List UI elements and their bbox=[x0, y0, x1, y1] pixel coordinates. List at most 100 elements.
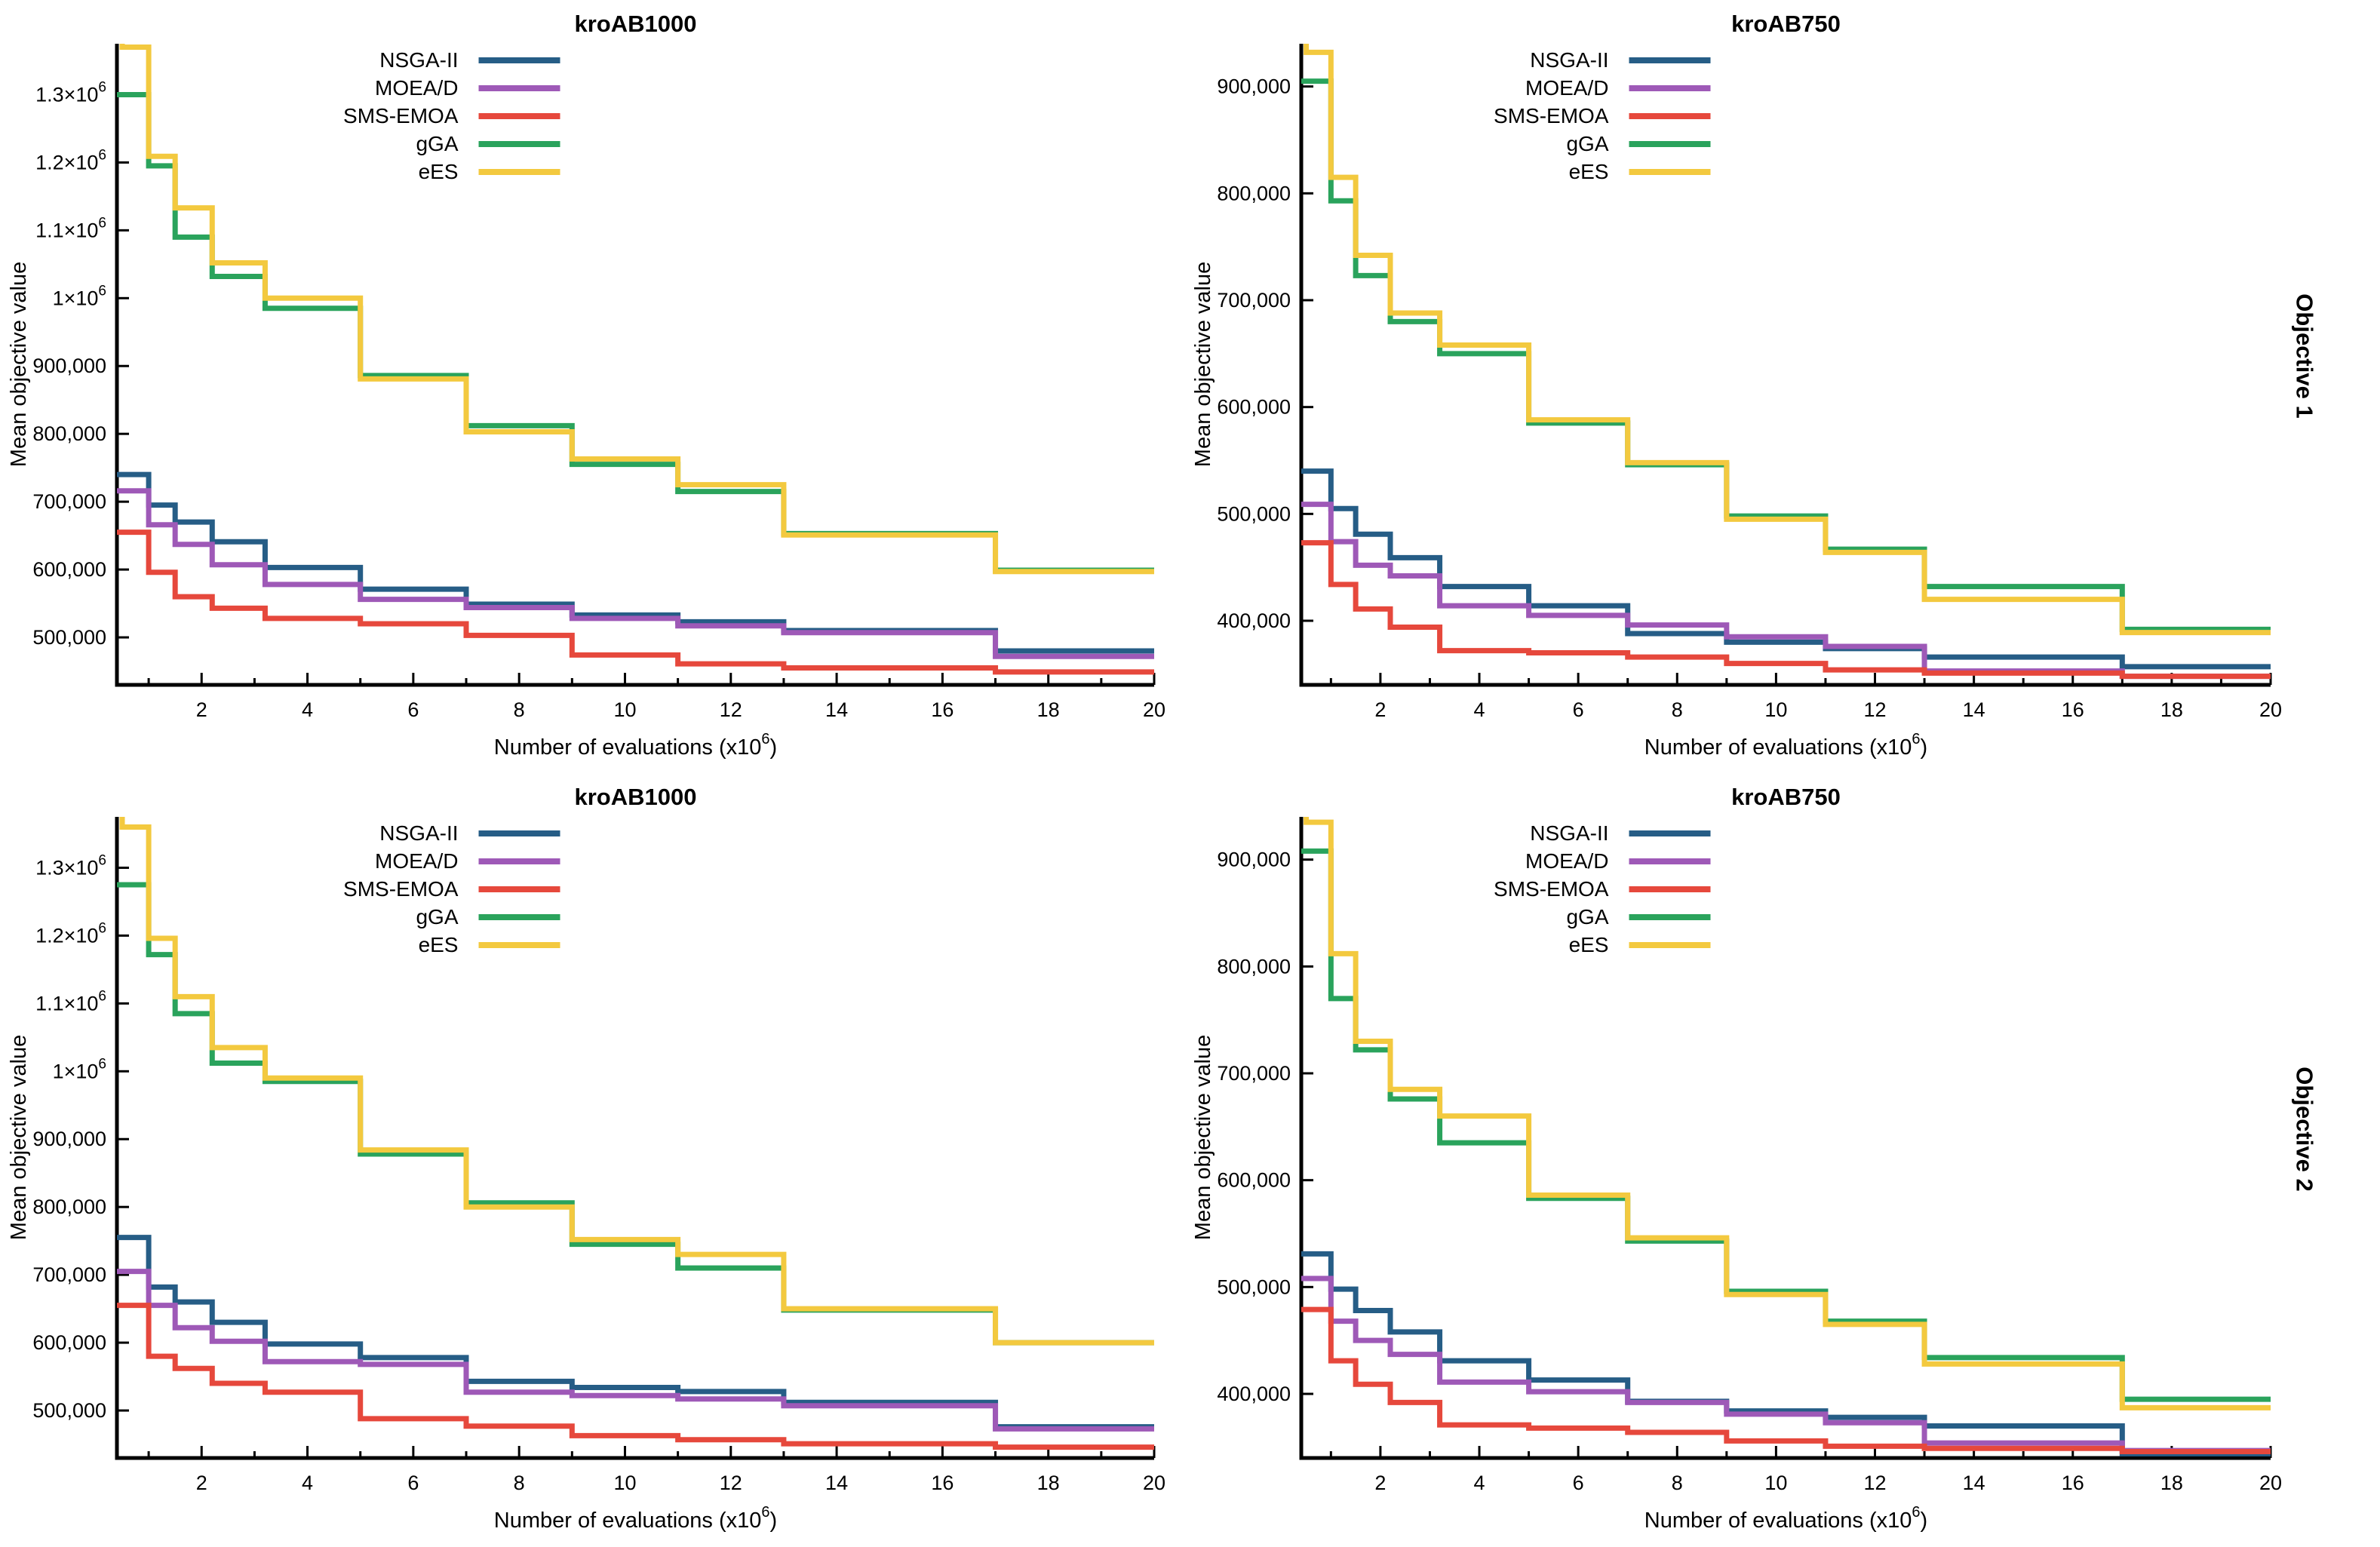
x-tick-label: 4 bbox=[302, 1472, 313, 1494]
y-tick-label: 900,000 bbox=[1217, 75, 1291, 98]
series-eES bbox=[1304, 44, 2271, 636]
y-axis-label: Mean objective value bbox=[7, 1035, 31, 1240]
x-tick-label: 2 bbox=[196, 1472, 207, 1494]
x-tick-label: 18 bbox=[2160, 698, 2183, 721]
y-tick-label: 1×106 bbox=[53, 1056, 106, 1082]
x-tick-label: 14 bbox=[1963, 1472, 1985, 1494]
series-NSGA-II bbox=[117, 471, 1154, 654]
legend-label-eES: eES bbox=[1569, 933, 1609, 956]
x-tick-label: 16 bbox=[931, 1472, 954, 1494]
x-tick-label: 6 bbox=[407, 1472, 419, 1494]
x-tick-label: 14 bbox=[825, 698, 848, 721]
legend: NSGA-II MOEA/D SMS-EMOA gGA eES bbox=[1494, 48, 1711, 183]
row-label-objective-1: Objective 1 bbox=[2291, 293, 2318, 419]
y-tick-label: 700,000 bbox=[1217, 1062, 1291, 1085]
series-gGA bbox=[117, 91, 1154, 573]
legend-label-gGA: gGA bbox=[416, 905, 458, 929]
x-tick-label: 12 bbox=[720, 1472, 742, 1494]
y-axis-label: Mean objective value bbox=[1191, 262, 1215, 467]
y-tick-label: 500,000 bbox=[1217, 1275, 1291, 1298]
chart-title: kroAB1000 bbox=[574, 11, 697, 37]
x-tick-label: 6 bbox=[1573, 698, 1584, 721]
y-tick-label: 1.1×106 bbox=[35, 988, 106, 1014]
series-SMS-EMOA bbox=[117, 529, 1154, 675]
y-tick-label: 700,000 bbox=[32, 1263, 106, 1286]
axes: 2 4 6 8 10 12 14 16 18 20 400,000 500,000 600,000 700… bbox=[1217, 817, 2282, 1494]
legend-label-SMS-EMOA: SMS-EMOA bbox=[1494, 104, 1609, 127]
x-axis-label: Number of evaluations (x106) bbox=[494, 1504, 777, 1533]
legend: NSGA-II MOEA/D SMS-EMOA gGA eES bbox=[343, 48, 560, 183]
x-tick-label: 8 bbox=[1672, 698, 1683, 721]
series-gGA bbox=[1301, 78, 2271, 632]
legend-label-SMS-EMOA: SMS-EMOA bbox=[343, 104, 459, 127]
series-eES bbox=[1304, 817, 2271, 1410]
x-tick-label: 10 bbox=[1764, 698, 1787, 721]
x-tick-label: 10 bbox=[613, 1472, 636, 1494]
x-tick-label: 8 bbox=[514, 1472, 525, 1494]
x-tick-label: 6 bbox=[1573, 1472, 1584, 1494]
legend-label-eES: eES bbox=[419, 160, 459, 183]
chart-row-objective-2: 2 4 6 8 10 12 14 16 18 20 500,000 600,000 700,000 800… bbox=[0, 773, 2380, 1546]
y-tick-label: 1.3×106 bbox=[35, 79, 106, 106]
y-tick-label: 800,000 bbox=[1217, 182, 1291, 204]
y-tick-label: 500,000 bbox=[1217, 502, 1291, 525]
chart-title: kroAB1000 bbox=[574, 784, 697, 810]
y-axis-label: Mean objective value bbox=[1191, 1035, 1215, 1240]
legend-label-MOEA/D: MOEA/D bbox=[1525, 76, 1608, 100]
legend-label-gGA: gGA bbox=[1566, 905, 1608, 929]
series-gGA bbox=[117, 882, 1154, 1346]
series-MOEA/D bbox=[117, 1269, 1154, 1432]
y-tick-label: 500,000 bbox=[32, 626, 106, 649]
y-tick-label: 900,000 bbox=[32, 355, 106, 377]
axes: 2 4 6 8 10 12 14 16 18 20 500,000 600,000 700,000 800… bbox=[32, 817, 1165, 1494]
legend-label-eES: eES bbox=[1569, 160, 1609, 183]
x-tick-label: 12 bbox=[1863, 698, 1886, 721]
y-tick-label: 800,000 bbox=[32, 1196, 106, 1218]
series-lines bbox=[1301, 817, 2271, 1456]
legend-label-MOEA/D: MOEA/D bbox=[1525, 849, 1608, 873]
legend-label-SMS-EMOA: SMS-EMOA bbox=[343, 877, 459, 901]
y-tick-label: 600,000 bbox=[1217, 1169, 1291, 1192]
x-tick-label: 2 bbox=[1374, 698, 1386, 721]
y-tick-label: 1.2×106 bbox=[35, 147, 106, 173]
y-tick-label: 1.1×106 bbox=[35, 215, 106, 241]
x-tick-label: 16 bbox=[2062, 698, 2084, 721]
series-MOEA/D bbox=[1301, 502, 2271, 680]
legend-label-MOEA/D: MOEA/D bbox=[375, 849, 458, 873]
chart-cell-kroab750-obj2: 2 4 6 8 10 12 14 16 18 20 400,000 500,000 600,000 700… bbox=[1184, 773, 2301, 1546]
x-tick-label: 18 bbox=[2160, 1472, 2183, 1494]
series-eES bbox=[119, 817, 1154, 1346]
series-gGA bbox=[1301, 848, 2271, 1402]
legend: NSGA-II MOEA/D SMS-EMOA gGA eES bbox=[343, 821, 560, 956]
chart-cell-kroab750-obj1: 2 4 6 8 10 12 14 16 18 20 400,000 500,000 600,000 700… bbox=[1184, 0, 2301, 773]
legend-label-NSGA-II: NSGA-II bbox=[379, 821, 458, 845]
series-SMS-EMOA bbox=[1301, 540, 2271, 680]
x-tick-label: 10 bbox=[1764, 1472, 1787, 1494]
y-tick-label: 800,000 bbox=[32, 422, 106, 445]
x-tick-label: 12 bbox=[1863, 1472, 1886, 1494]
y-tick-label: 600,000 bbox=[32, 1331, 106, 1354]
x-tick-label: 16 bbox=[931, 698, 954, 721]
y-tick-label: 400,000 bbox=[1217, 1383, 1291, 1405]
series-lines bbox=[117, 817, 1154, 1450]
x-tick-label: 10 bbox=[613, 698, 636, 721]
legend-label-MOEA/D: MOEA/D bbox=[375, 76, 458, 100]
series-MOEA/D bbox=[1301, 1275, 2271, 1453]
y-tick-label: 500,000 bbox=[32, 1399, 106, 1422]
chart-cell-kroab1000-obj2: 2 4 6 8 10 12 14 16 18 20 500,000 600,000 700,000 800… bbox=[0, 773, 1184, 1546]
chart-title: kroAB750 bbox=[1731, 784, 1841, 810]
x-axis-label: Number of evaluations (x106) bbox=[494, 731, 777, 760]
x-tick-label: 20 bbox=[2259, 698, 2282, 721]
series-lines bbox=[117, 44, 1154, 675]
x-tick-label: 18 bbox=[1037, 1472, 1060, 1494]
legend-label-SMS-EMOA: SMS-EMOA bbox=[1494, 877, 1609, 901]
chart-title: kroAB750 bbox=[1731, 11, 1841, 37]
legend-label-gGA: gGA bbox=[1566, 132, 1608, 155]
x-tick-label: 20 bbox=[1143, 698, 1165, 721]
chart-kroab750-obj2: 2 4 6 8 10 12 14 16 18 20 400,000 500,000 600,000 700… bbox=[1191, 817, 2282, 1533]
chart-kroab750-obj1: 2 4 6 8 10 12 14 16 18 20 400,000 500,000 600,000 700… bbox=[1191, 44, 2282, 760]
x-tick-label: 4 bbox=[1474, 1472, 1485, 1494]
y-tick-label: 400,000 bbox=[1217, 609, 1291, 632]
axes: 2 4 6 8 10 12 14 16 18 20 400,000 500,000 600,000 700… bbox=[1217, 44, 2282, 721]
